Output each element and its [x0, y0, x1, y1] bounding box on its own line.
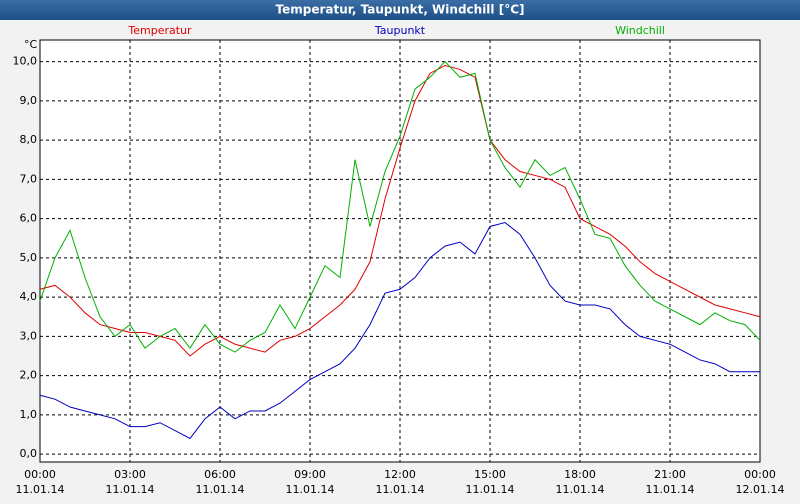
- series-line: [39, 221, 760, 440]
- legend-entry: Taupunkt: [374, 24, 426, 37]
- x-tick-date: 11.01.14: [556, 483, 605, 496]
- y-tick-label: 2,0: [20, 369, 38, 382]
- title-bar: [0, 0, 800, 20]
- x-tick-date: 11.01.14: [286, 483, 335, 496]
- y-tick-label: 6,0: [20, 212, 38, 225]
- x-tick-label: 21:00: [654, 468, 686, 481]
- x-tick-label: 12:00: [384, 468, 416, 481]
- x-tick-date: 11.01.14: [646, 483, 695, 496]
- x-tick-date: 11.01.14: [466, 483, 515, 496]
- y-tick-label: 0,0: [20, 447, 38, 460]
- legend-entry: Temperatur: [127, 24, 192, 37]
- y-tick-label: 5,0: [20, 251, 38, 264]
- y-tick-label: 3,0: [20, 329, 38, 342]
- x-tick-label: 00:00: [24, 468, 56, 481]
- y-axis-label: °C: [24, 38, 38, 51]
- x-tick-label: 03:00: [114, 468, 146, 481]
- x-tick-date: 12.01.14: [736, 483, 785, 496]
- x-tick-label: 09:00: [294, 468, 326, 481]
- x-tick-label: 06:00: [204, 468, 236, 481]
- x-tick-date: 11.01.14: [376, 483, 425, 496]
- y-tick-label: 10,0: [13, 55, 38, 68]
- y-tick-label: 9,0: [20, 94, 38, 107]
- x-tick-date: 11.01.14: [106, 483, 155, 496]
- y-tick-label: 4,0: [20, 290, 38, 303]
- series-line: [39, 60, 761, 353]
- y-tick-label: 7,0: [20, 172, 38, 185]
- chart-title: Temperatur, Taupunkt, Windchill [°C]: [276, 3, 525, 17]
- x-tick-label: 18:00: [564, 468, 596, 481]
- y-tick-label: 1,0: [20, 408, 38, 421]
- x-tick-date: 11.01.14: [196, 483, 245, 496]
- x-tick-date: 11.01.14: [16, 483, 65, 496]
- x-tick-label: 00:00: [744, 468, 776, 481]
- legend-entry: Windchill: [615, 24, 665, 37]
- y-tick-label: 8,0: [20, 133, 38, 146]
- x-tick-label: 15:00: [474, 468, 506, 481]
